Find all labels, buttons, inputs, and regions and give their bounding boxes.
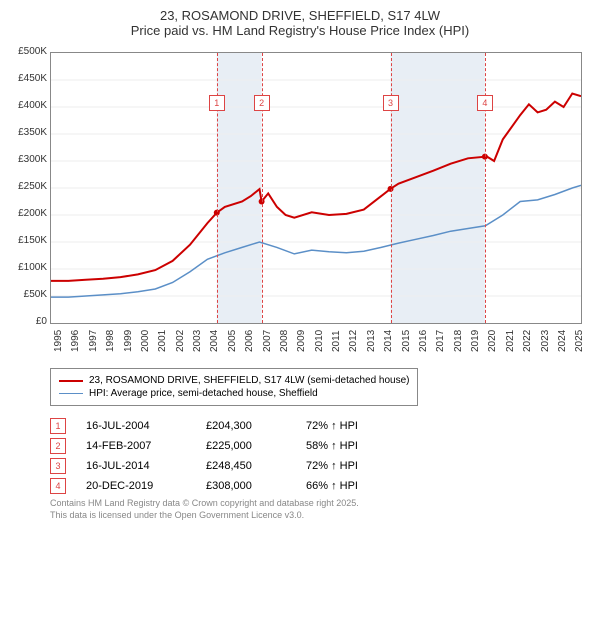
x-tick-label: 2007 <box>262 330 273 352</box>
sale-date: 14-FEB-2007 <box>86 440 186 452</box>
sale-row: 4 20-DEC-2019 £308,000 66% ↑ HPI <box>50 478 600 494</box>
sale-marker-line <box>391 53 392 323</box>
x-tick-label: 2014 <box>383 330 394 352</box>
x-tick-label: 2016 <box>418 330 429 352</box>
sale-delta: 66% ↑ HPI <box>306 480 386 492</box>
sale-price: £248,450 <box>206 460 286 472</box>
y-tick-label: £300K <box>15 154 47 165</box>
y-tick-label: £200K <box>15 208 47 219</box>
x-tick-label: 2019 <box>470 330 481 352</box>
y-tick-label: £150K <box>15 235 47 246</box>
sale-marker-box: 1 <box>209 95 225 111</box>
chart-title: 23, ROSAMOND DRIVE, SHEFFIELD, S17 4LW P… <box>0 0 600 42</box>
x-tick-label: 2024 <box>557 330 568 352</box>
x-tick-label: 2012 <box>348 330 359 352</box>
sale-row-marker: 4 <box>50 478 66 494</box>
y-tick-label: £350K <box>15 127 47 138</box>
sale-price: £204,300 <box>206 420 286 432</box>
sale-marker-box: 2 <box>254 95 270 111</box>
sale-row-marker: 2 <box>50 438 66 454</box>
legend-swatch <box>59 393 83 394</box>
y-tick-label: £250K <box>15 181 47 192</box>
x-tick-label: 1996 <box>70 330 81 352</box>
sales-table: 1 16-JUL-2004 £204,300 72% ↑ HPI 2 14-FEB-200… <box>50 418 600 494</box>
x-tick-label: 2023 <box>540 330 551 352</box>
sale-row: 1 16-JUL-2004 £204,300 72% ↑ HPI <box>50 418 600 434</box>
y-tick-label: £400K <box>15 100 47 111</box>
y-tick-label: £50K <box>15 289 47 300</box>
chart-area: £0 £50K £100K £150K £200K £250K £300K £350K £400… <box>15 42 590 362</box>
y-tick-label: £0 <box>15 316 47 327</box>
sale-marker-box: 3 <box>383 95 399 111</box>
sale-price: £308,000 <box>206 480 286 492</box>
x-tick-label: 2010 <box>314 330 325 352</box>
x-tick-label: 1998 <box>105 330 116 352</box>
x-tick-label: 2013 <box>366 330 377 352</box>
x-tick-label: 2006 <box>244 330 255 352</box>
x-tick-label: 2002 <box>175 330 186 352</box>
page-container: 23, ROSAMOND DRIVE, SHEFFIELD, S17 4LW P… <box>0 0 600 521</box>
y-tick-label: £500K <box>15 46 47 57</box>
sale-marker-box: 4 <box>477 95 493 111</box>
sale-marker-line <box>485 53 486 323</box>
x-tick-label: 2001 <box>157 330 168 352</box>
x-tick-label: 2003 <box>192 330 203 352</box>
sale-delta: 72% ↑ HPI <box>306 420 386 432</box>
x-tick-label: 2009 <box>296 330 307 352</box>
sale-delta: 58% ↑ HPI <box>306 440 386 452</box>
sale-date: 16-JUL-2004 <box>86 420 186 432</box>
x-tick-label: 1995 <box>53 330 64 352</box>
title-address: 23, ROSAMOND DRIVE, SHEFFIELD, S17 4LW <box>10 8 590 23</box>
x-tick-label: 2005 <box>227 330 238 352</box>
sale-marker-line <box>217 53 218 323</box>
sale-date: 16-JUL-2014 <box>86 460 186 472</box>
x-tick-label: 2008 <box>279 330 290 352</box>
footer-attribution: Contains HM Land Registry data © Crown c… <box>50 498 600 521</box>
sale-date: 20-DEC-2019 <box>86 480 186 492</box>
footer-line1: Contains HM Land Registry data © Crown c… <box>50 498 600 510</box>
sale-row: 2 14-FEB-2007 £225,000 58% ↑ HPI <box>50 438 600 454</box>
x-tick-label: 2021 <box>505 330 516 352</box>
y-tick-label: £450K <box>15 73 47 84</box>
x-tick-label: 1997 <box>88 330 99 352</box>
x-tick-label: 2022 <box>522 330 533 352</box>
x-tick-label: 2020 <box>487 330 498 352</box>
sale-delta: 72% ↑ HPI <box>306 460 386 472</box>
x-tick-label: 2018 <box>453 330 464 352</box>
x-tick-label: 1999 <box>123 330 134 352</box>
x-tick-label: 2000 <box>140 330 151 352</box>
sale-marker-line <box>262 53 263 323</box>
title-subtitle: Price paid vs. HM Land Registry's House … <box>10 23 590 38</box>
footer-line2: This data is licensed under the Open Gov… <box>50 510 600 522</box>
legend-item: 23, ROSAMOND DRIVE, SHEFFIELD, S17 4LW (… <box>59 375 409 386</box>
x-tick-label: 2011 <box>331 330 342 352</box>
y-tick-label: £100K <box>15 262 47 273</box>
x-tick-label: 2017 <box>435 330 446 352</box>
x-tick-label: 2015 <box>401 330 412 352</box>
x-tick-label: 2025 <box>574 330 585 352</box>
legend-label: HPI: Average price, semi-detached house,… <box>89 388 318 399</box>
sale-row-marker: 3 <box>50 458 66 474</box>
legend-swatch <box>59 380 83 382</box>
legend-label: 23, ROSAMOND DRIVE, SHEFFIELD, S17 4LW (… <box>89 375 409 386</box>
plot-region: 1 2 3 4 <box>50 52 582 324</box>
sale-row-marker: 1 <box>50 418 66 434</box>
legend: 23, ROSAMOND DRIVE, SHEFFIELD, S17 4LW (… <box>50 368 418 406</box>
plot-svg <box>51 53 581 323</box>
sale-price: £225,000 <box>206 440 286 452</box>
legend-item: HPI: Average price, semi-detached house,… <box>59 388 409 399</box>
x-tick-label: 2004 <box>209 330 220 352</box>
sale-row: 3 16-JUL-2014 £248,450 72% ↑ HPI <box>50 458 600 474</box>
